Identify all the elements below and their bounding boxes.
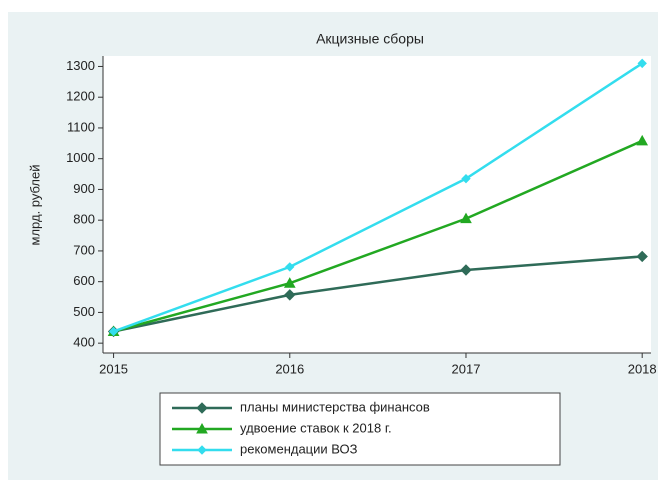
data-point: [108, 326, 119, 337]
data-point: [637, 58, 647, 69]
plot-area: [103, 56, 651, 353]
x-tick-label: 2016: [275, 361, 304, 376]
x-tick-label: 2015: [99, 361, 128, 376]
data-point: [283, 277, 296, 288]
chart-title: Акцизные сборы: [316, 31, 424, 47]
data-point: [636, 250, 648, 263]
y-tick-label: 800: [73, 212, 95, 227]
y-tick-label: 400: [73, 335, 95, 350]
y-tick-label: 1000: [66, 150, 95, 165]
y-tick-label: 1200: [66, 89, 95, 104]
x-tick-label: 2017: [452, 361, 481, 376]
data-point: [460, 212, 472, 224]
data-point: [460, 264, 472, 276]
y-tick-label: 900: [73, 181, 95, 196]
legend-marker: [197, 445, 207, 455]
legend-label: рекомендации ВОЗ: [240, 441, 358, 456]
data-point: [461, 173, 471, 184]
y-tick-label: 1100: [67, 119, 95, 134]
y-tick-label: 600: [73, 273, 95, 288]
series-line: [113, 62, 643, 333]
y-tick-label: 1300: [66, 58, 95, 73]
y-tick-label: 500: [73, 304, 95, 319]
x-tick-label: 2018: [628, 361, 657, 376]
legend-label: планы министерства финансов: [240, 399, 430, 414]
legend-marker: [196, 422, 208, 434]
series-line: [113, 139, 643, 333]
legend-label: удвоение ставок к 2018 г.: [240, 420, 392, 435]
data-point: [636, 134, 649, 146]
y-tick-label: 700: [73, 242, 95, 257]
series-line: [113, 255, 643, 333]
y-axis-label: млрд. рублей: [27, 165, 42, 246]
data-point: [284, 289, 296, 301]
data-point: [285, 262, 295, 272]
legend-marker: [196, 402, 208, 414]
